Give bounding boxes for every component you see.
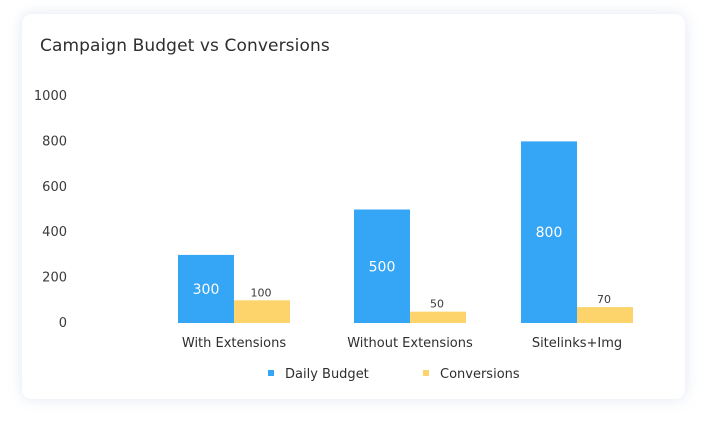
legend-label[interactable]: Daily Budget: [285, 367, 369, 382]
y-tick-label: 0: [59, 316, 67, 331]
bar-conversions[interactable]: [234, 300, 290, 323]
x-tick-label: Without Extensions: [347, 336, 473, 351]
bar-daily-budget[interactable]: [178, 254, 234, 323]
y-tick-label: 600: [42, 180, 67, 195]
bar-conversions[interactable]: [410, 311, 466, 323]
y-tick-label: 800: [42, 134, 67, 149]
x-tick-label: Sitelinks+Img: [532, 336, 622, 351]
bars: 300 100 500 50 800 70: [178, 141, 633, 323]
data-label: 500: [369, 259, 396, 275]
y-axis: 1000 800 600 400 200 0: [34, 89, 67, 331]
legend: Daily Budget Conversions: [268, 367, 520, 382]
bar-daily-budget[interactable]: [521, 141, 577, 323]
chart-title: Campaign Budget vs Conversions: [40, 36, 330, 56]
x-axis: With Extensions Without Extensions Sitelin…: [182, 336, 622, 351]
y-tick-label: 200: [42, 271, 67, 286]
x-tick-label: With Extensions: [182, 336, 286, 351]
legend-swatch: [423, 370, 429, 376]
y-tick-label: 1000: [34, 89, 67, 104]
legend-label[interactable]: Conversions: [440, 367, 520, 382]
data-label: 800: [536, 225, 563, 241]
data-label: 300: [193, 282, 220, 298]
data-label: 100: [251, 286, 272, 299]
data-label: 50: [430, 298, 444, 311]
y-tick-label: 400: [42, 225, 67, 240]
legend-swatch: [268, 370, 274, 376]
bar-conversions[interactable]: [577, 307, 633, 323]
bar-daily-budget[interactable]: [354, 209, 410, 324]
data-label: 70: [597, 293, 611, 306]
